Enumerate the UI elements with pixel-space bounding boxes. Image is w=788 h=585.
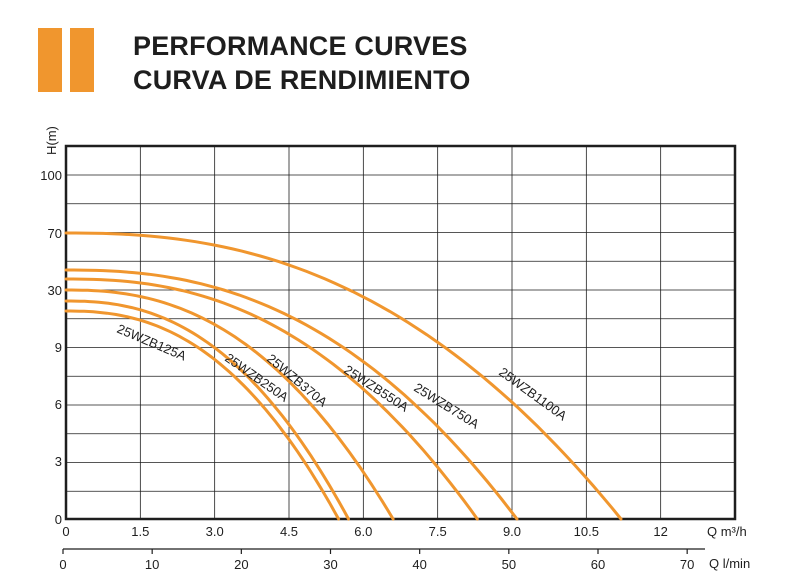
x-tick-label: 10.5 — [574, 524, 599, 539]
y-tick-label: 30 — [48, 283, 62, 298]
x-axis-label-secondary: Q l/min — [709, 556, 750, 571]
x-tick-label: 4.5 — [280, 524, 298, 539]
x-tick-label-secondary: 50 — [502, 557, 516, 572]
y-tick-label: 3 — [55, 454, 62, 469]
x-tick-label: 1.5 — [131, 524, 149, 539]
curve-25WZB1100A — [64, 231, 623, 521]
y-tick-label: 6 — [55, 397, 62, 412]
page-subtitle: CURVA DE RENDIMIENTO — [133, 65, 471, 95]
x-tick-label-secondary: 70 — [680, 557, 694, 572]
y-axis-label: H(m) — [44, 126, 59, 155]
x-axis-label: Q m³/h — [707, 524, 747, 539]
curve-25WZB125A — [64, 309, 341, 521]
curve-25WZB550A — [64, 277, 479, 521]
x-tick-label-secondary: 60 — [591, 557, 605, 572]
curve-25WZB250A — [64, 299, 350, 521]
y-tick-label: 70 — [48, 226, 62, 241]
x-tick-label: 7.5 — [429, 524, 447, 539]
x-tick-label-secondary: 40 — [412, 557, 426, 572]
x-tick-label: 6.0 — [354, 524, 372, 539]
y-tick-label: 100 — [40, 168, 62, 183]
x-tick-label: 0 — [62, 524, 69, 539]
y-tick-label: 0 — [55, 512, 62, 527]
x-tick-label: 12 — [653, 524, 667, 539]
curve-label: 25WZB1100A — [496, 364, 570, 423]
curve-25WZB370A — [64, 288, 395, 521]
x-tick-label-secondary: 10 — [145, 557, 159, 572]
x-tick-label: 3.0 — [206, 524, 224, 539]
x-tick-label-secondary: 30 — [323, 557, 337, 572]
x-tick-label-secondary: 20 — [234, 557, 248, 572]
chart-grid — [66, 146, 735, 519]
y-tick-label: 9 — [55, 340, 62, 355]
quote-mark-icon — [38, 28, 94, 92]
page-title: PERFORMANCE CURVES — [133, 31, 468, 61]
x-tick-label-secondary: 0 — [59, 557, 66, 572]
curve-25WZB750A — [64, 268, 519, 521]
curves-layer — [64, 231, 623, 521]
curve-label: 25WZB750A — [411, 380, 482, 432]
plot-frame — [64, 144, 737, 521]
curve-label: 25WZB125A — [115, 321, 189, 364]
x-tick-label: 9.0 — [503, 524, 521, 539]
